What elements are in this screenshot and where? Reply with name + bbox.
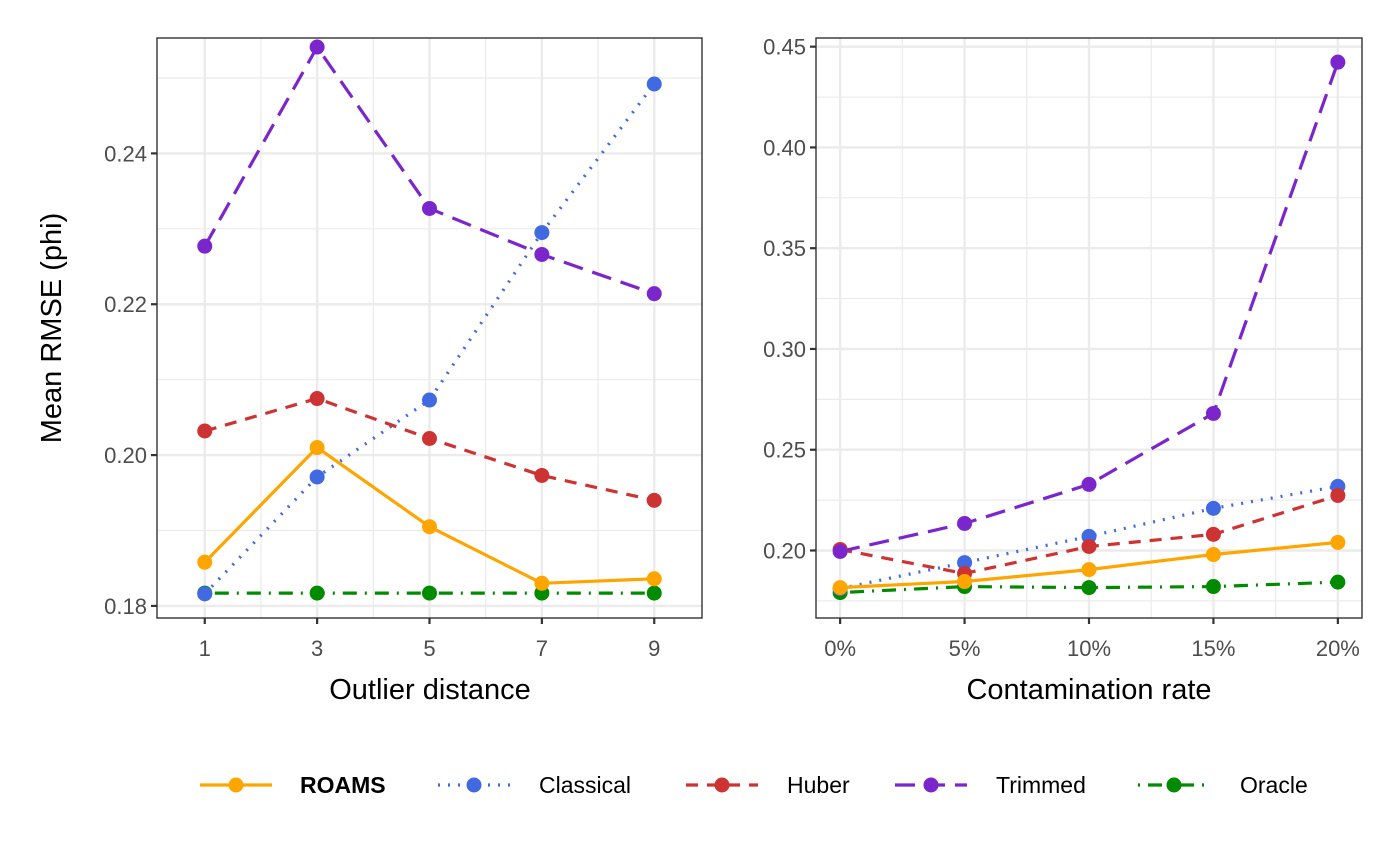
data-point-roams [1205,547,1221,563]
panel-border [815,37,1363,619]
data-point-trimmed [422,200,437,216]
data-point-oracle [1205,579,1221,595]
data-point-classical [197,586,213,602]
y-tick-label: 0.20 [104,443,147,468]
legend-key-point-huber [714,777,730,793]
y-tick-label: 0.18 [104,594,147,619]
data-point-trimmed [832,543,848,559]
data-point-oracle [309,585,325,601]
x-axis-title-left: Outlier distance [329,674,531,706]
x-tick-label: 1 [199,636,211,661]
data-point-roams [832,580,848,596]
legend-label-huber: Huber [787,772,850,798]
panel-contamination-rate: 0.20 0.25 0.30 0.35 0.40 0.45 0% 5% 10% 15% 20% [763,35,1363,661]
data-point-huber [1205,526,1221,542]
legend-label-oracle: Oracle [1240,772,1308,798]
y-tick-label: 0.45 [763,35,806,60]
data-point-trimmed [957,515,973,531]
x-tick-label: 15% [1191,636,1235,661]
data-point-classical [1205,500,1221,516]
data-point-roams [534,575,550,591]
x-tick-label: 7 [536,636,548,661]
legend-label-roams: ROAMS [300,772,386,798]
data-point-classical [422,392,437,408]
data-point-roams [646,571,662,587]
y-axis-title: Mean RMSE (phi) [36,213,68,443]
panel-outlier-distance: 0.18 0.20 0.22 0.24 1 3 5 7 9 [104,37,703,661]
legend-key-point-classical [466,777,482,793]
panel-border [156,37,703,619]
data-point-oracle [1330,574,1346,590]
y-tick-label: 0.20 [763,538,806,563]
data-point-roams [422,519,437,535]
data-point-huber [1081,538,1097,554]
data-point-classical [534,225,550,241]
data-point-oracle [1081,580,1097,596]
data-point-huber [309,391,325,407]
data-point-roams [1081,562,1097,578]
data-point-huber [422,430,437,446]
y-tick-label: 0.25 [763,438,806,463]
x-tick-label: 5 [423,636,435,661]
x-tick-label: 5% [949,636,981,661]
legend-label-classical: Classical [539,772,631,798]
data-point-trimmed [1081,476,1097,492]
x-axis-title-right: Contamination rate [966,674,1211,706]
data-point-huber [197,423,213,439]
data-point-trimmed [646,286,662,302]
legend: ROAMS Classical Huber Trimmed Oracle [200,772,1308,798]
data-point-classical [646,76,662,92]
data-point-huber [646,492,662,508]
data-point-huber [534,467,550,483]
data-point-trimmed [1330,54,1346,70]
data-point-classical [957,555,973,571]
data-point-roams [1330,534,1346,550]
x-tick-label: 9 [648,636,660,661]
data-point-trimmed [197,238,213,254]
y-tick-label: 0.40 [763,135,806,160]
data-point-oracle [422,585,437,601]
legend-label-trimmed: Trimmed [996,772,1086,798]
data-point-roams [957,574,973,590]
data-point-trimmed [309,39,325,55]
y-tick-label: 0.24 [104,141,147,166]
y-tick-label: 0.30 [763,337,806,362]
x-tick-label: 10% [1067,636,1111,661]
series-line-oracle [840,580,1338,595]
data-point-oracle [646,585,662,601]
legend-key-point-roams [228,777,244,793]
legend-key-point-trimmed [923,777,939,793]
data-point-roams [309,440,325,456]
data-point-roams [197,554,213,570]
data-point-trimmed [1205,405,1221,421]
data-point-trimmed [534,246,550,262]
x-tick-label: 3 [311,636,323,661]
x-tick-label: 0% [824,636,856,661]
data-point-classical [309,469,325,485]
legend-key-point-oracle [1166,777,1182,793]
data-point-huber [1330,487,1346,503]
y-tick-label: 0.22 [104,292,147,317]
x-tick-label: 20% [1316,636,1360,661]
y-tick-label: 0.35 [763,236,806,261]
